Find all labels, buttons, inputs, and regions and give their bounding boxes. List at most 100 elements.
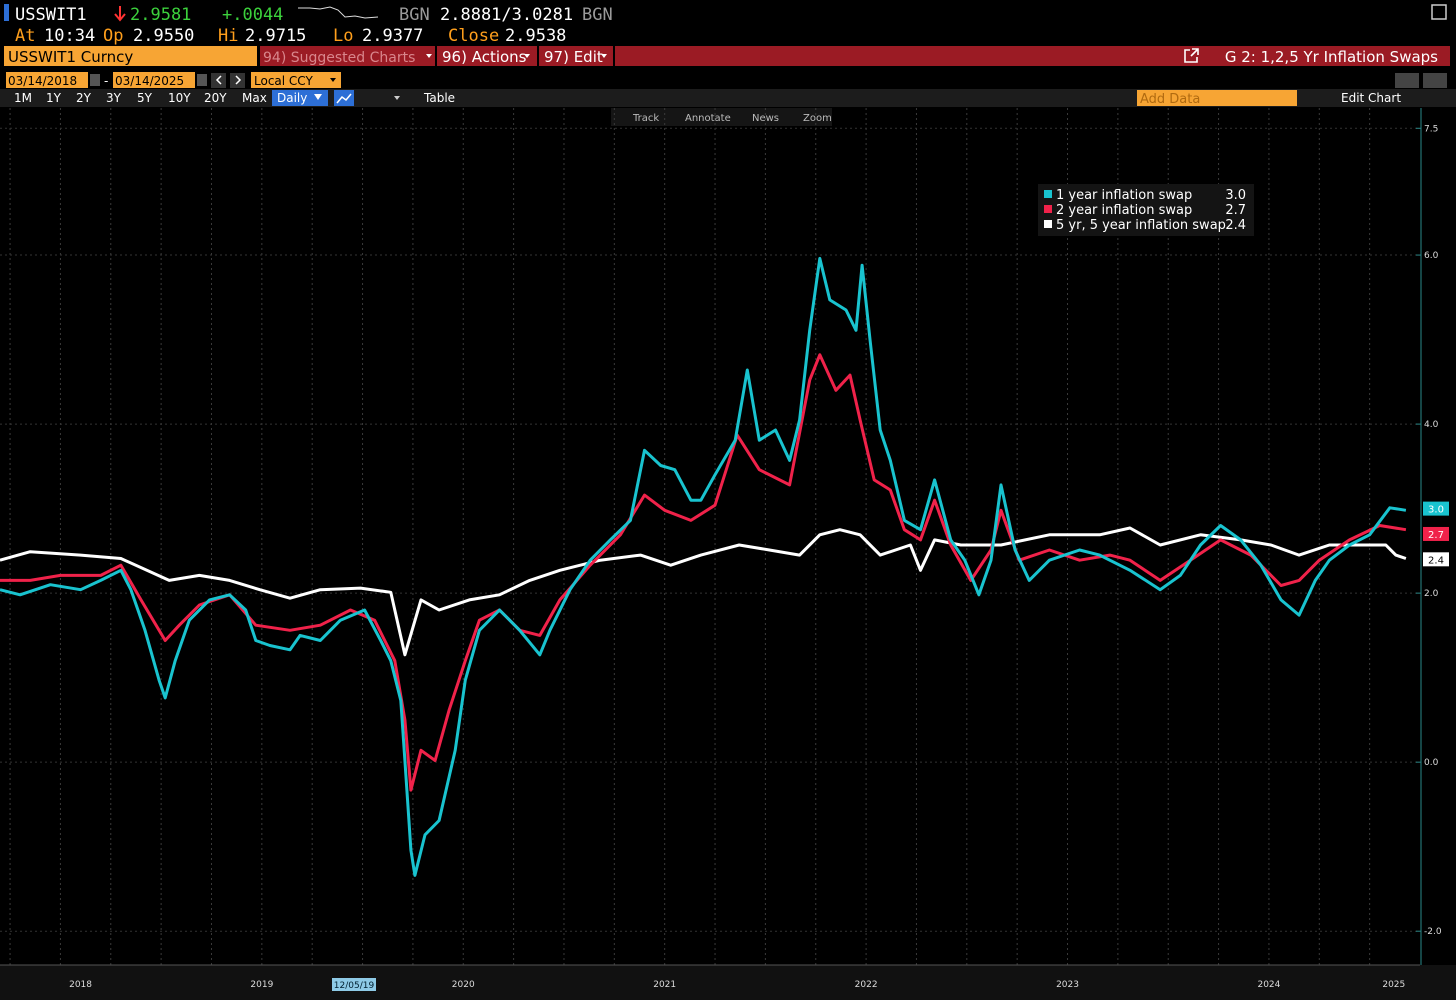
- add-data-box[interactable]: [1137, 90, 1297, 106]
- period-button[interactable]: 2Y: [76, 91, 92, 105]
- menu-edit[interactable]: 97) Edit: [544, 48, 603, 66]
- toolbar: [0, 89, 1456, 107]
- quote-open-label: Op: [103, 26, 123, 46]
- chart-tool[interactable]: Zoom: [803, 113, 832, 124]
- legend-swatch: [1044, 205, 1052, 213]
- sparkline: [298, 6, 379, 19]
- x-tick-label: 2025: [1382, 980, 1405, 990]
- table-button[interactable]: Table: [423, 91, 455, 105]
- quote-at-label: At: [15, 26, 35, 46]
- cursor-label: 12/05/19: [334, 981, 375, 991]
- add-data[interactable]: Add Data: [1140, 92, 1200, 107]
- legend-label: 5 yr, 5 year inflation swap: [1056, 218, 1226, 233]
- down-arrow-icon: [114, 6, 126, 22]
- last-value-label: 3.0: [1428, 505, 1444, 516]
- quote-high-label: Hi: [218, 26, 238, 46]
- series-line: [0, 353, 1407, 792]
- last-price: 2.9581: [130, 5, 191, 25]
- legend-label: 2 year inflation swap: [1056, 203, 1192, 218]
- x-axis-strip: [0, 965, 1456, 1000]
- y-tick-label: 7.5: [1424, 124, 1438, 134]
- currency-box[interactable]: [251, 72, 341, 88]
- y-tick-label: -2.0: [1424, 927, 1442, 937]
- chart-tool[interactable]: Track: [632, 113, 659, 124]
- legend-label: 1 year inflation swap: [1056, 188, 1192, 203]
- arrow-icons: [215, 75, 242, 85]
- menu-actions[interactable]: 96) Actions: [442, 48, 527, 66]
- end-date-box[interactable]: [113, 72, 195, 88]
- y-tick-label: 6.0: [1424, 251, 1439, 261]
- quote-close-label: Close: [448, 26, 499, 46]
- menu-bar: [260, 46, 1450, 66]
- x-tick-label: 2021: [653, 980, 676, 990]
- popout-icon[interactable]: [1184, 48, 1199, 63]
- calendar-icon[interactable]: [90, 74, 100, 86]
- series-line: [0, 526, 1407, 657]
- ticker: USSWIT1: [15, 5, 87, 25]
- ticker-marker: [4, 4, 9, 21]
- edit-chart[interactable]: Edit Chart: [1341, 91, 1401, 105]
- cursor-label-box: [332, 978, 376, 991]
- tool-panel: [611, 108, 832, 126]
- y-tick-label: 2.0: [1424, 589, 1439, 599]
- undo-button[interactable]: [1395, 73, 1419, 88]
- legend-swatch: [1044, 190, 1052, 198]
- calendar-icon[interactable]: [197, 74, 207, 86]
- x-tick-label: 2020: [452, 980, 475, 990]
- period-button[interactable]: 3Y: [106, 91, 122, 105]
- x-tick-label: 2024: [1257, 980, 1280, 990]
- menu-suggested[interactable]: 94) Suggested Charts: [263, 50, 415, 66]
- period-button[interactable]: 5Y: [137, 91, 153, 105]
- next-button[interactable]: [230, 73, 245, 88]
- dropdown-icon: [394, 96, 400, 100]
- x-tick-label: 2022: [855, 980, 878, 990]
- period-button[interactable]: 1Y: [46, 91, 62, 105]
- y-tick-label: 4.0: [1424, 420, 1439, 430]
- period-button[interactable]: 20Y: [204, 91, 227, 105]
- quote-low-label: Lo: [333, 26, 353, 46]
- date-separator: -: [104, 74, 108, 88]
- line-icon: [336, 93, 352, 104]
- currency: Local CCY: [254, 74, 313, 88]
- price-source: BGN: [582, 5, 613, 25]
- price-source: BGN: [399, 5, 430, 25]
- frequency[interactable]: Daily: [277, 91, 307, 105]
- x-tick-label: 2019: [250, 980, 273, 990]
- dropdown-icon: [330, 78, 336, 82]
- last-value-tag: [1423, 552, 1449, 567]
- net-change: +.0044: [222, 5, 283, 25]
- period-button[interactable]: 10Y: [168, 91, 191, 105]
- legend-value: 2.7: [1225, 203, 1246, 218]
- redo-button[interactable]: [1423, 73, 1447, 88]
- security-box[interactable]: [4, 46, 257, 66]
- bid-ask: 2.8881/3.0281: [440, 5, 573, 25]
- window-icon[interactable]: [1431, 4, 1447, 20]
- quote-at: 10:34: [44, 26, 95, 46]
- last-value-tag: [1423, 526, 1449, 541]
- chart-tool[interactable]: Annotate: [685, 113, 731, 124]
- legend-value: 3.0: [1225, 188, 1246, 203]
- quote-high: 2.9715: [245, 26, 306, 46]
- legend-box: [1038, 184, 1254, 236]
- period-button[interactable]: 1M: [14, 91, 32, 105]
- legend-swatch: [1044, 220, 1052, 228]
- y-tick-label: 0.0: [1424, 758, 1439, 768]
- last-value-label: 2.4: [1428, 555, 1444, 566]
- quote-low: 2.9377: [362, 26, 423, 46]
- dropdown-icon: [314, 94, 322, 100]
- start-date: 03/14/2018: [8, 74, 77, 88]
- chart-title: G 2: 1,2,5 Yr Inflation Swaps: [1225, 48, 1438, 66]
- x-tick-label: 2018: [69, 980, 92, 990]
- quote-close: 2.9538: [505, 26, 566, 46]
- last-value-label: 2.7: [1428, 530, 1444, 541]
- last-value-tag: [1423, 501, 1449, 516]
- quote-open: 2.9550: [133, 26, 194, 46]
- x-tick-label: 2023: [1056, 980, 1079, 990]
- series-line: [0, 256, 1407, 877]
- period-button[interactable]: Max: [242, 91, 267, 105]
- start-date-box[interactable]: [6, 72, 88, 88]
- security-name: USSWIT1 Curncy: [8, 48, 133, 66]
